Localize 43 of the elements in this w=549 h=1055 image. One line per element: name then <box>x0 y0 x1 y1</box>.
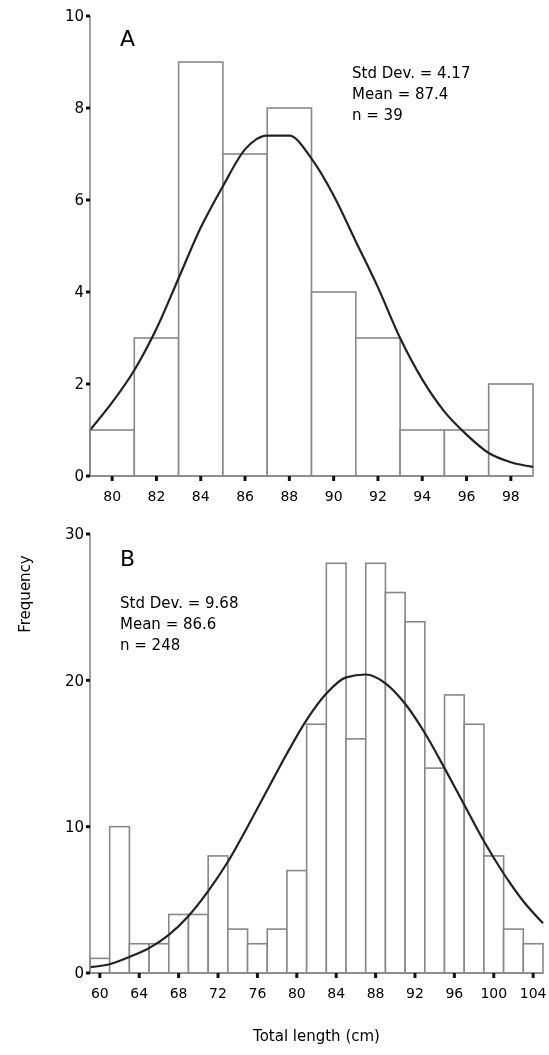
x-tick-label: 104 <box>519 985 547 1001</box>
annotation: Mean = 87.4 <box>352 85 449 103</box>
text: B <box>120 546 136 571</box>
y-axis-title: Frequency <box>16 555 34 633</box>
text: A <box>120 26 136 51</box>
x-tick-label: 68 <box>169 985 188 1001</box>
x-tick-label: 100 <box>480 985 508 1001</box>
y-tick-label: 10 <box>64 7 84 26</box>
y-tick-label: 6 <box>74 191 84 210</box>
y-tick-label: 0 <box>74 964 84 983</box>
y-tick-label: 20 <box>64 671 84 690</box>
x-tick-label: 60 <box>90 985 109 1001</box>
line-series <box>88 134 535 468</box>
y-tick-label: 2 <box>74 375 84 394</box>
x-tick-label: 84 <box>191 488 210 504</box>
annotation: n = 39 <box>352 106 403 124</box>
annotation: Mean = 86.6 <box>120 615 217 633</box>
y-tick-label: 10 <box>64 817 84 836</box>
x-tick-label: 98 <box>501 488 520 504</box>
x-tick-label: 90 <box>324 488 343 504</box>
x-tick-label: 88 <box>366 985 385 1001</box>
x-tick-label: 94 <box>413 488 432 504</box>
annotation: n = 248 <box>120 636 181 654</box>
y-tick-label: 4 <box>74 283 84 302</box>
y-tick-label: 8 <box>74 99 84 118</box>
x-tick-label: 96 <box>445 985 464 1001</box>
x-tick-label: 72 <box>209 985 227 1001</box>
x-tick-label: 92 <box>369 488 387 504</box>
x-tick-label: 76 <box>248 985 267 1001</box>
x-tick-label: 92 <box>406 985 424 1001</box>
x-tick-label: 82 <box>147 488 166 504</box>
x-tick-label: 96 <box>457 488 476 504</box>
x-axis-title: Total length (cm) <box>252 1027 380 1045</box>
x-tick-label: 80 <box>103 488 122 504</box>
x-tick-label: 64 <box>130 985 149 1001</box>
y-tick-label: 30 <box>64 525 84 544</box>
x-tick-label: 88 <box>280 488 299 504</box>
x-tick-label: 80 <box>287 985 306 1001</box>
annotation: Std Dev. = 4.17 <box>352 64 471 82</box>
x-tick-label: 84 <box>327 985 346 1001</box>
y-tick-label: 0 <box>74 467 84 486</box>
x-tick-label: 86 <box>236 488 255 504</box>
annotation: Std Dev. = 9.68 <box>120 594 239 612</box>
